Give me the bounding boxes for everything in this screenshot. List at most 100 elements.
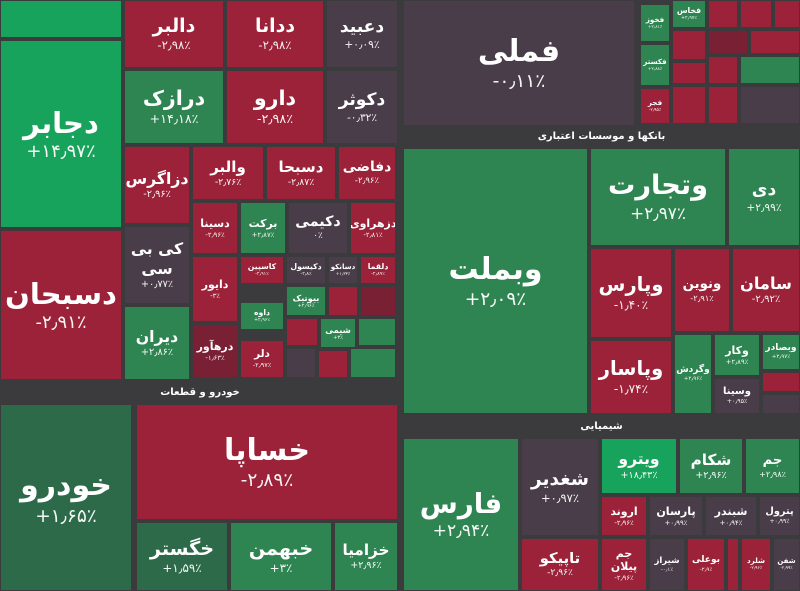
ticker: فخاس bbox=[676, 6, 702, 16]
change: +۲٫۹۷٪ bbox=[771, 354, 791, 361]
sector-label: بانکها و موسسات اعتباری bbox=[537, 131, 666, 142]
tile: دکیسول -۲٫۸٪ bbox=[287, 257, 325, 283]
ticker: دایور bbox=[201, 277, 229, 291]
tile: دجابر +۱۴٫۹۷٪ bbox=[1, 41, 121, 227]
ticker: دلر bbox=[254, 348, 270, 361]
tile: دلقما -۲٫۸۹٪ bbox=[361, 257, 395, 283]
ticker: پترول bbox=[765, 506, 794, 518]
tile: شغدیر +۰٫۹۷٪ bbox=[522, 439, 598, 535]
change: -۲٫۹۶٪ bbox=[354, 176, 380, 187]
tile: برکت +۲٫۸۷٪ bbox=[241, 203, 285, 253]
ticker: وبملت bbox=[448, 251, 543, 287]
tile: پترول +۰٫۹۹٪ bbox=[760, 497, 799, 535]
tile: دارو -۲٫۹۸٪ bbox=[227, 71, 323, 143]
change: -۲٫۷۶٪ bbox=[214, 176, 242, 188]
change: -۲٫۹۶٪ bbox=[143, 188, 171, 200]
change: -۲٫۹۶٪ bbox=[614, 518, 634, 527]
ticker: دیران bbox=[135, 327, 179, 347]
change: +۱۴٫۱۸٪ bbox=[149, 111, 199, 127]
change: +۲٫۹۴٪ bbox=[432, 521, 490, 542]
tile: وتجارت +۲٫۹۷٪ bbox=[591, 149, 725, 245]
tile-filler bbox=[287, 319, 317, 345]
tile: خبهمن +۳٪ bbox=[231, 523, 331, 590]
tile: جم پیلان -۲٫۹۶٪ bbox=[602, 539, 646, 590]
tile: دعبید +۰٫۰۹٪ bbox=[327, 1, 397, 67]
tile-filler bbox=[709, 57, 737, 83]
tile: پارسان +۰٫۹۹٪ bbox=[650, 497, 702, 535]
tile: خودرو +۱٫۶۵٪ bbox=[1, 405, 131, 590]
tile: اروند -۲٫۹۶٪ bbox=[602, 497, 646, 535]
ticker: کی بی سی bbox=[130, 239, 184, 278]
change: -۲٫۸۹٪ bbox=[240, 470, 294, 492]
ticker: ونوین bbox=[682, 276, 722, 292]
change: +۲٫۹۶٪ bbox=[683, 376, 703, 383]
ticker: وپارس bbox=[598, 273, 664, 297]
ticker: خزامیا bbox=[342, 541, 390, 560]
change: -۲٫۸۷٪ bbox=[287, 176, 315, 188]
change: ۰٪ bbox=[313, 231, 323, 242]
tile-filler bbox=[741, 57, 799, 83]
change: -۲٫۹۱٪ bbox=[35, 311, 87, 333]
change: +۰٫۹۵٪ bbox=[726, 398, 748, 406]
change: -۰٫۱٪ bbox=[660, 566, 674, 573]
ticker: درهآور bbox=[196, 339, 234, 353]
tile: وگردش +۲٫۹۶٪ bbox=[675, 335, 711, 413]
change: +۱۸٫۴۳٪ bbox=[620, 469, 658, 481]
tile-filler bbox=[673, 63, 705, 83]
change: +۰٫۹۹٪ bbox=[664, 518, 688, 527]
change: -۲٫۹۱٪ bbox=[255, 271, 269, 277]
change: -۲٫۹۶٪ bbox=[749, 566, 763, 572]
tile: دیران +۲٫۸۶٪ bbox=[125, 307, 189, 379]
ticker: خبهمن bbox=[248, 537, 314, 561]
tile: دسینا -۲٫۹۶٪ bbox=[193, 203, 237, 253]
change: -۲٫۹۸٪ bbox=[258, 38, 292, 53]
ticker: والبر bbox=[210, 157, 246, 176]
tile: فملی -۰٫۱۱٪ bbox=[404, 1, 634, 125]
ticker: داوه bbox=[253, 308, 271, 318]
tile: درازک +۱۴٫۱۸٪ bbox=[125, 71, 223, 143]
tile: دلر -۲٫۹۷٪ bbox=[241, 341, 283, 377]
ticker: دجابر bbox=[23, 105, 99, 140]
ticker: شلرد bbox=[746, 556, 765, 566]
ticker: برکت bbox=[248, 216, 278, 230]
change: +۲٫۹۷٪ bbox=[630, 203, 686, 224]
ticker: فکستر bbox=[643, 56, 667, 66]
ticker: شکام bbox=[690, 450, 732, 469]
change: -۲٫۸۹٪ bbox=[371, 271, 385, 277]
ticker: دکیمی bbox=[295, 213, 341, 230]
change: +۲٫۹۶٪ bbox=[695, 469, 727, 481]
change: -۲٫۸۱٪ bbox=[363, 230, 383, 239]
change: -۱٫۷۴٪ bbox=[613, 381, 649, 396]
tile: وبملت +۲٫۰۹٪ bbox=[404, 149, 587, 413]
tile: شلرد -۲٫۹۶٪ bbox=[742, 539, 770, 590]
tile: بیوتیک +۲٫۹۶٪ bbox=[287, 287, 325, 315]
tile: ویترو +۱۸٫۴۳٪ bbox=[602, 439, 676, 493]
ticker: تاپیکو bbox=[539, 549, 581, 567]
change: +۲٫۹۶٪ bbox=[254, 317, 270, 323]
tile-filler bbox=[728, 539, 738, 590]
tile: وسینا +۰٫۹۵٪ bbox=[715, 379, 759, 413]
tile: بوعلی -۲٫۹٪ bbox=[688, 539, 724, 590]
tile: دایور -۳٪ bbox=[193, 257, 237, 321]
ticker: دسبحا bbox=[278, 157, 324, 176]
change: -۲٫۹۹٪ bbox=[780, 566, 793, 572]
ticker: فملی bbox=[477, 33, 561, 69]
ticker: دکوثر bbox=[338, 89, 386, 110]
tile: فخوز +۲٫۸۱٪ bbox=[641, 5, 669, 41]
tile: کاسپین -۲٫۹۱٪ bbox=[241, 257, 283, 283]
ticker: وپاسار bbox=[598, 357, 664, 381]
ticker: جم پیلان bbox=[610, 546, 638, 574]
ticker: خودرو bbox=[20, 468, 112, 504]
tile-filler bbox=[763, 395, 799, 413]
tile: فجر -۲٫۹۵٪ bbox=[641, 89, 669, 123]
tile-filler bbox=[673, 87, 705, 123]
tile-filler bbox=[1, 1, 121, 37]
change: -۲٫۹۷٪ bbox=[252, 361, 272, 370]
tile: سامان -۲٫۹۲٪ bbox=[733, 249, 799, 331]
change: -۲٫۹۸٪ bbox=[157, 38, 191, 53]
tile-filler bbox=[351, 349, 395, 377]
ticker: جم bbox=[762, 452, 783, 468]
tile: دی +۲٫۹۹٪ bbox=[729, 149, 799, 245]
ticker: وتجارت bbox=[608, 170, 708, 202]
tile: شیمی +۳٪ bbox=[321, 319, 355, 347]
